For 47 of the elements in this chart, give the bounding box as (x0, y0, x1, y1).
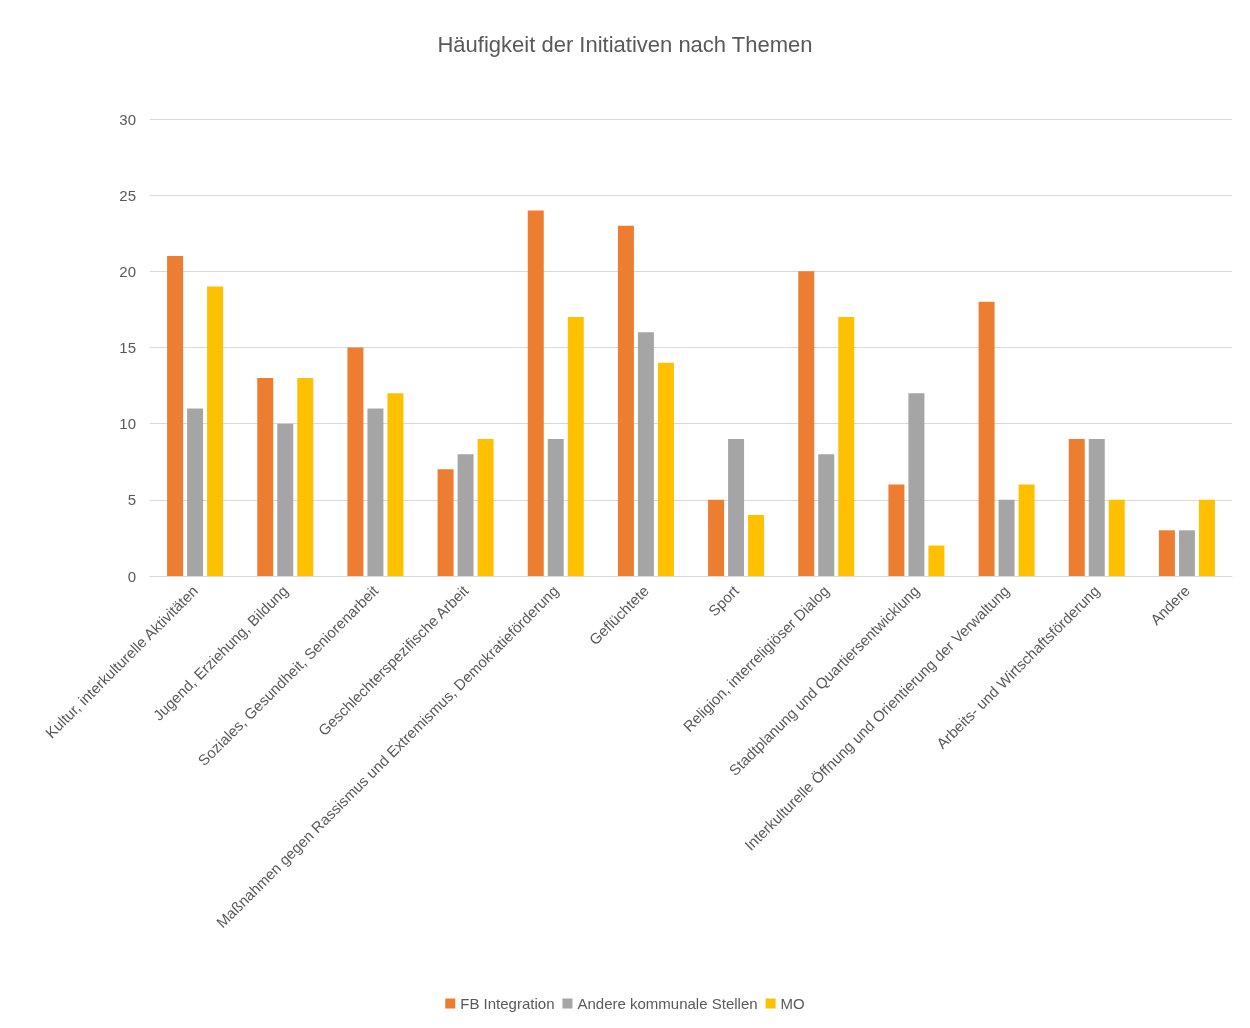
bar (998, 499, 1015, 576)
bar (748, 515, 765, 576)
bar (387, 393, 404, 576)
bar (167, 256, 184, 576)
legend-label: Andere kommunale Stellen (577, 995, 758, 1012)
legend-label: MO (780, 995, 805, 1012)
bar (888, 484, 905, 576)
y-tick-label: 5 (127, 491, 136, 509)
y-tick-label: 10 (119, 415, 136, 433)
bar (1158, 530, 1175, 576)
bar (798, 271, 815, 576)
bar (437, 469, 454, 576)
bar (457, 454, 474, 576)
bar (277, 423, 294, 576)
bar (728, 438, 745, 576)
y-tick-label: 30 (119, 110, 136, 128)
bar (367, 408, 384, 576)
bar (547, 438, 564, 576)
bar (1018, 484, 1035, 576)
legend-label: FB Integration (460, 995, 555, 1012)
bar (928, 545, 945, 576)
bar (838, 317, 855, 576)
bar (617, 225, 634, 576)
bar (1178, 530, 1195, 576)
bar (1088, 438, 1105, 576)
bar (347, 347, 364, 576)
y-tick-label: 20 (119, 262, 136, 280)
bar (657, 362, 674, 576)
bar (527, 210, 544, 576)
bar (297, 377, 314, 576)
bar (978, 301, 995, 576)
bar (708, 499, 725, 576)
bar (477, 438, 494, 576)
bar (908, 393, 925, 576)
y-tick-label: 15 (119, 339, 136, 356)
bar (1198, 499, 1215, 576)
bar (567, 317, 584, 576)
bar (187, 408, 204, 576)
bar (818, 454, 835, 576)
bar (637, 332, 654, 576)
y-tick-label: 25 (119, 186, 136, 204)
bar (257, 377, 274, 576)
bar (1108, 499, 1125, 576)
y-tick-label: 0 (127, 567, 136, 585)
bar (1068, 438, 1085, 576)
chart-title: Häufigkeit der Initiativen nach Themen (437, 31, 813, 57)
bar (207, 286, 224, 576)
